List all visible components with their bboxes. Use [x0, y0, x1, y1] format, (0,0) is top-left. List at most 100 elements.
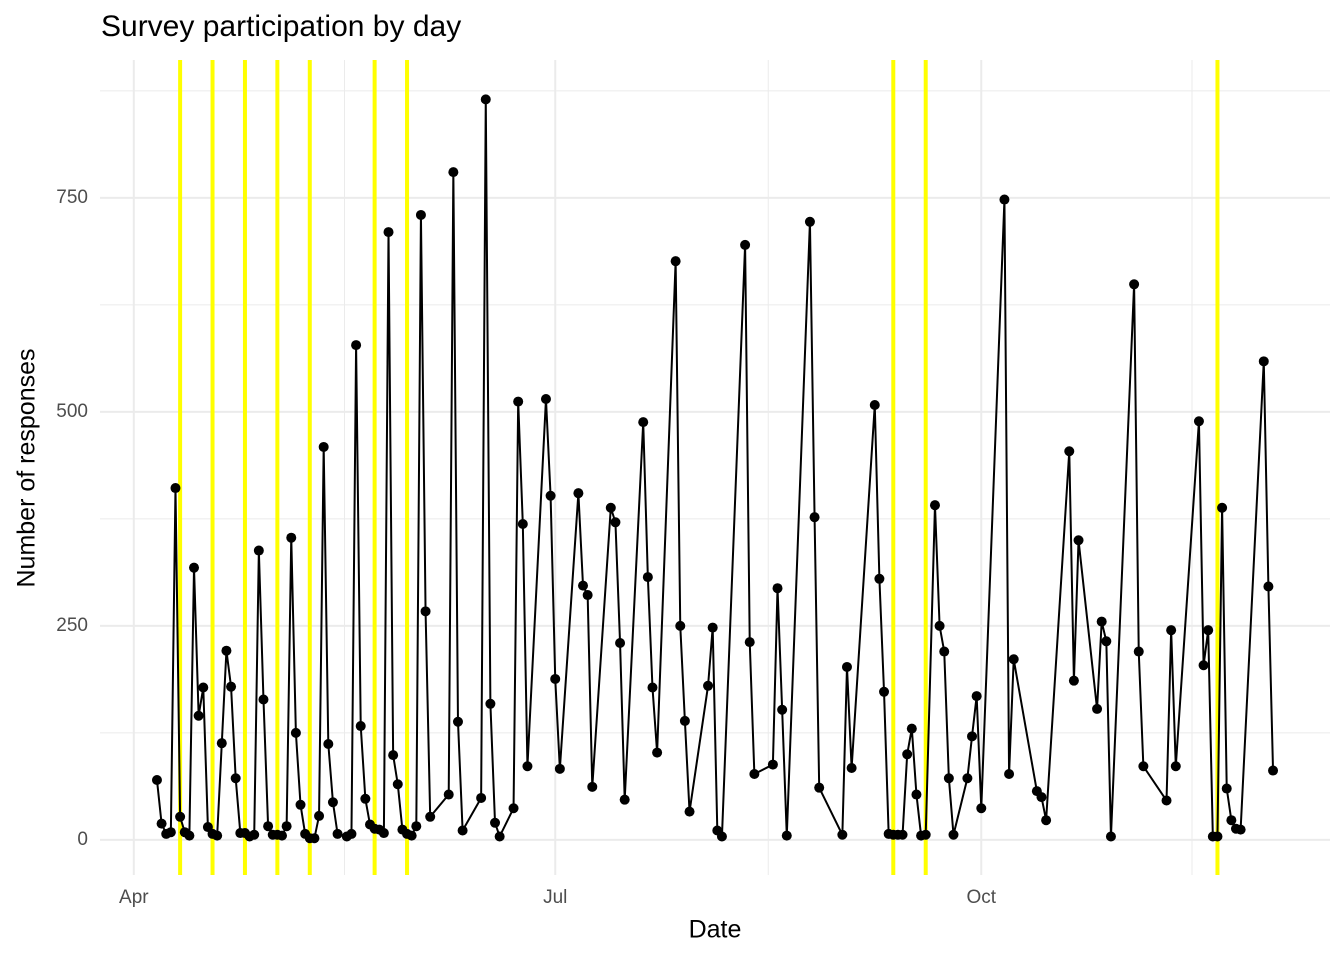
- data-point: [318, 441, 329, 452]
- data-point: [490, 817, 501, 828]
- data-point: [874, 573, 885, 584]
- data-point: [879, 686, 890, 697]
- data-point: [619, 794, 630, 805]
- data-point: [615, 637, 626, 648]
- data-point: [647, 682, 658, 693]
- data-point: [1193, 416, 1204, 427]
- data-point: [1138, 761, 1149, 772]
- data-point: [476, 792, 487, 803]
- data-point: [897, 829, 908, 840]
- data-point: [906, 723, 917, 734]
- data-point: [999, 194, 1010, 205]
- data-point: [226, 681, 237, 692]
- y-axis-label: Number of responses: [13, 348, 41, 587]
- data-point: [295, 799, 306, 810]
- data-point: [675, 620, 686, 631]
- data-point: [151, 774, 162, 785]
- data-point: [934, 620, 945, 631]
- data-point: [1105, 831, 1116, 842]
- data-point: [929, 500, 940, 511]
- data-point: [716, 831, 727, 842]
- y-tick-label: 0: [77, 829, 88, 850]
- data-point: [902, 749, 913, 760]
- y-tick-label: 250: [56, 615, 88, 636]
- data-point: [1217, 502, 1228, 513]
- data-point: [781, 830, 792, 841]
- data-point: [1235, 824, 1246, 835]
- data-point: [1268, 765, 1279, 776]
- data-point: [587, 781, 598, 792]
- data-point: [652, 747, 663, 758]
- data-point: [744, 637, 755, 648]
- data-point: [494, 831, 505, 842]
- data-point: [184, 830, 195, 841]
- data-point: [841, 661, 852, 672]
- data-point: [193, 710, 204, 721]
- data-point: [1008, 654, 1019, 665]
- data-point: [216, 738, 227, 749]
- data-point: [415, 209, 426, 220]
- y-tick-label: 500: [56, 401, 88, 422]
- data-point: [976, 803, 987, 814]
- data-point: [263, 821, 274, 832]
- data-point: [522, 761, 533, 772]
- data-point: [1133, 646, 1144, 657]
- data-point: [772, 583, 783, 594]
- x-tick-label: Oct: [967, 887, 997, 908]
- data-point: [1004, 768, 1015, 779]
- data-point: [638, 417, 649, 428]
- data-point: [767, 759, 778, 770]
- data-point: [452, 716, 463, 727]
- data-point: [1226, 815, 1237, 826]
- data-point: [939, 646, 950, 657]
- data-point: [707, 622, 718, 633]
- data-point: [165, 827, 176, 838]
- chart-title: Survey participation by day: [101, 10, 461, 43]
- data-point: [351, 340, 362, 351]
- data-point: [948, 829, 959, 840]
- x-tick-label: Jul: [543, 887, 567, 908]
- data-point: [1166, 625, 1177, 636]
- data-point: [480, 94, 491, 105]
- data-point: [703, 680, 714, 691]
- data-line: [155, 98, 1275, 840]
- data-point: [388, 750, 399, 761]
- data-point: [406, 830, 417, 841]
- data-point: [1170, 761, 1181, 772]
- data-point: [1096, 616, 1107, 627]
- x-tick-label: Apr: [119, 887, 149, 908]
- data-point: [212, 830, 223, 841]
- data-point: [578, 580, 589, 591]
- y-tick-label: 750: [56, 187, 88, 208]
- data-point: [679, 715, 690, 726]
- data-point: [1101, 636, 1112, 647]
- data-point: [1064, 446, 1075, 457]
- data-point: [1258, 356, 1269, 367]
- data-point: [249, 829, 260, 840]
- data-point: [846, 762, 857, 773]
- data-point: [332, 828, 343, 839]
- data-point: [1036, 792, 1047, 803]
- data-point: [814, 782, 825, 793]
- data-point: [420, 606, 431, 617]
- data-point: [605, 502, 616, 513]
- data-point: [221, 645, 232, 656]
- data-point: [258, 694, 269, 705]
- data-point: [485, 698, 496, 709]
- data-point: [253, 545, 264, 556]
- data-point: [869, 400, 880, 411]
- data-point: [809, 512, 820, 523]
- data-point: [189, 562, 200, 573]
- data-point: [517, 519, 528, 530]
- data-point: [1198, 660, 1209, 671]
- data-point: [1092, 703, 1103, 714]
- data-point: [1203, 625, 1214, 636]
- data-point: [425, 811, 436, 822]
- data-point: [1161, 795, 1172, 806]
- data-point: [443, 789, 454, 800]
- data-point: [610, 517, 621, 528]
- data-point: [281, 821, 292, 832]
- data-point: [777, 704, 788, 715]
- data-point: [804, 216, 815, 227]
- data-point: [346, 828, 357, 839]
